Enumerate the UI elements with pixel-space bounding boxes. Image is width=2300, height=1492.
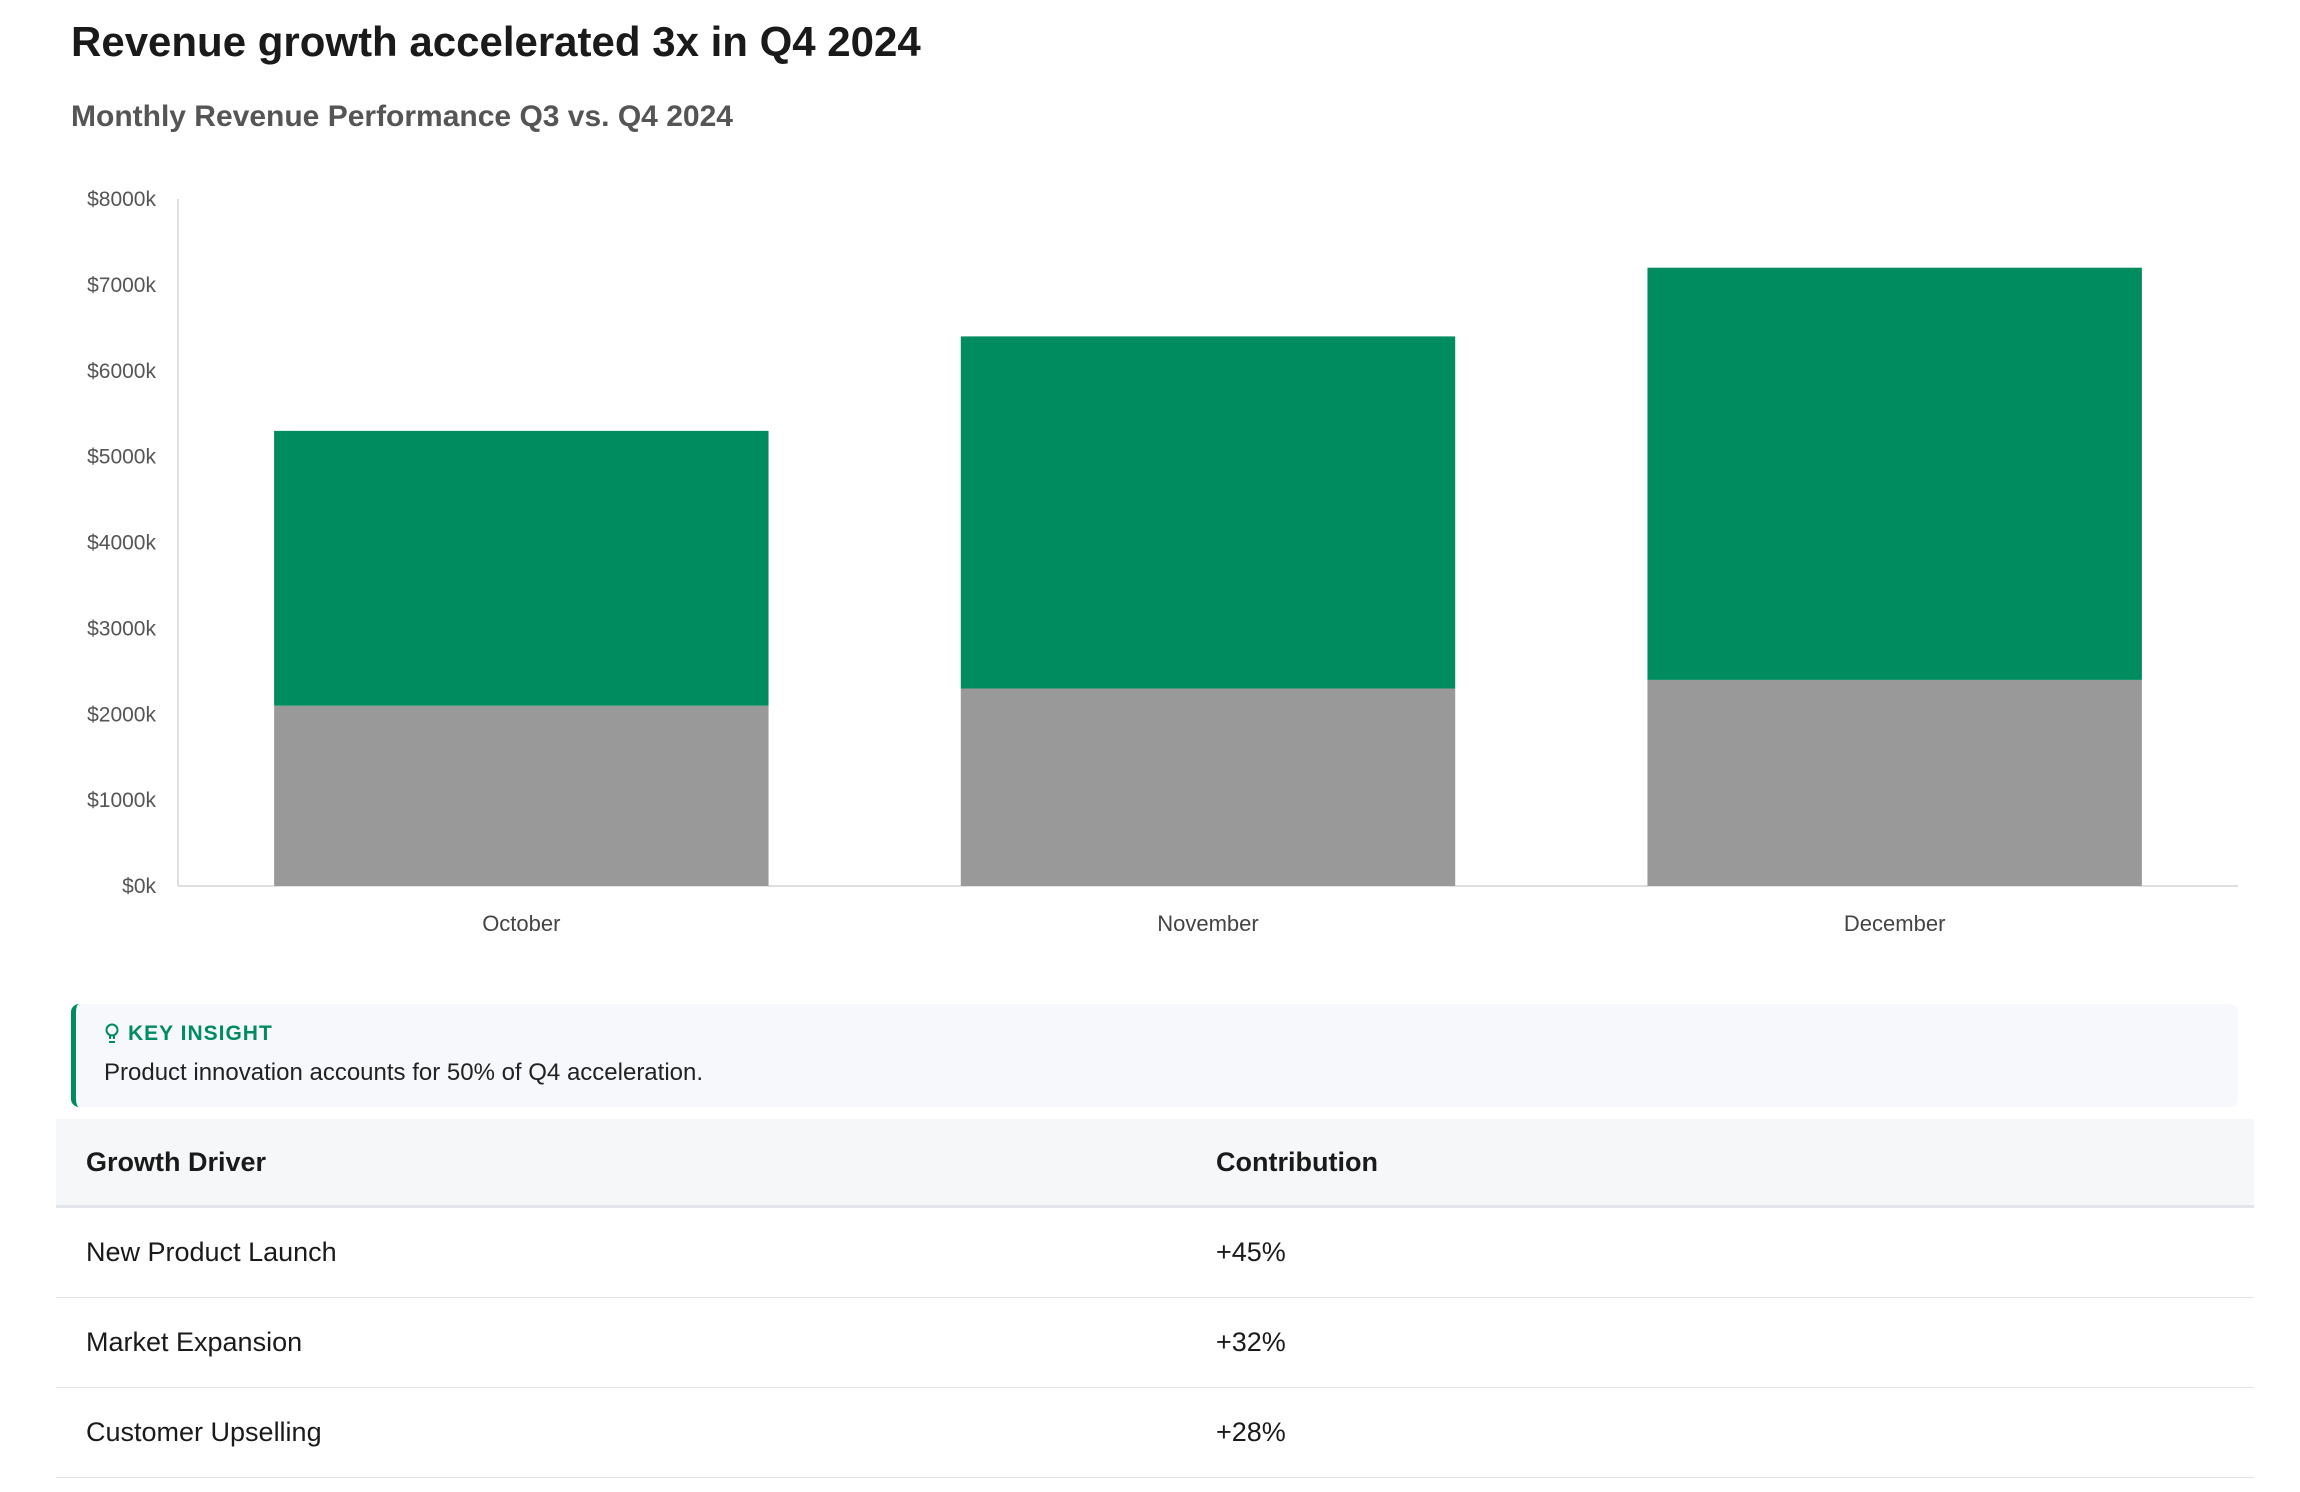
chart-subtitle: Monthly Revenue Performance Q3 vs. Q4 20…	[71, 100, 733, 133]
y-tick-label: $1000k	[87, 789, 156, 812]
y-tick-label: $4000k	[87, 532, 156, 555]
insight-text: Product innovation accounts for 50% of Q…	[104, 1059, 704, 1086]
contribution-cell: +28%	[1186, 1387, 2254, 1478]
page-title: Revenue growth accelerated 3x in Q4 2024	[71, 18, 921, 65]
table-row: Market Expansion +32%	[56, 1297, 2254, 1388]
bar-q3-november	[960, 688, 1456, 886]
column-header-contribution: Contribution	[1186, 1119, 2254, 1208]
insight-heading: KEY INSIGHT	[104, 1022, 273, 1046]
y-tick-label: $2000k	[87, 703, 156, 726]
table-row: New Product Launch +45%	[56, 1206, 2254, 1298]
y-tick-label: $7000k	[87, 274, 156, 297]
y-tick-label: $0k	[122, 875, 156, 898]
contribution-cell: +32%	[1186, 1297, 2254, 1388]
y-tick-label: $8000k	[87, 188, 156, 211]
revenue-chart: $0k $1000k $2000k $3000k $4000k $5000k $6000k $…	[87, 188, 2238, 936]
y-tick-label: $6000k	[87, 360, 156, 383]
table-row: Customer Upselling +28%	[56, 1387, 2254, 1478]
bar-q3-october	[274, 705, 769, 886]
y-tick-label: $3000k	[87, 617, 156, 640]
growth-drivers-table: Growth Driver Contribution New Product L…	[56, 1119, 2254, 1478]
bar-q4-december	[1647, 267, 2142, 680]
driver-cell: Market Expansion	[56, 1297, 1186, 1388]
driver-cell: Customer Upselling	[56, 1387, 1186, 1478]
table-header-row: Growth Driver Contribution	[56, 1119, 2254, 1208]
driver-cell: New Product Launch	[56, 1206, 1186, 1298]
x-tick-label: December	[1844, 911, 1945, 936]
x-tick-label: November	[1157, 911, 1258, 936]
bar-q4-november	[960, 336, 1456, 689]
insight-label: KEY INSIGHT	[128, 1022, 273, 1045]
x-tick-label: October	[482, 911, 560, 936]
lightbulb-icon	[105, 1023, 119, 1043]
key-insight-callout: KEY INSIGHT Product innovation accounts …	[71, 1004, 2238, 1107]
bar-q3-december	[1647, 679, 2142, 886]
contribution-cell: +45%	[1186, 1206, 2254, 1298]
column-header-driver: Growth Driver	[56, 1119, 1186, 1208]
y-tick-label: $5000k	[87, 446, 156, 469]
bar-q4-october	[274, 430, 769, 706]
